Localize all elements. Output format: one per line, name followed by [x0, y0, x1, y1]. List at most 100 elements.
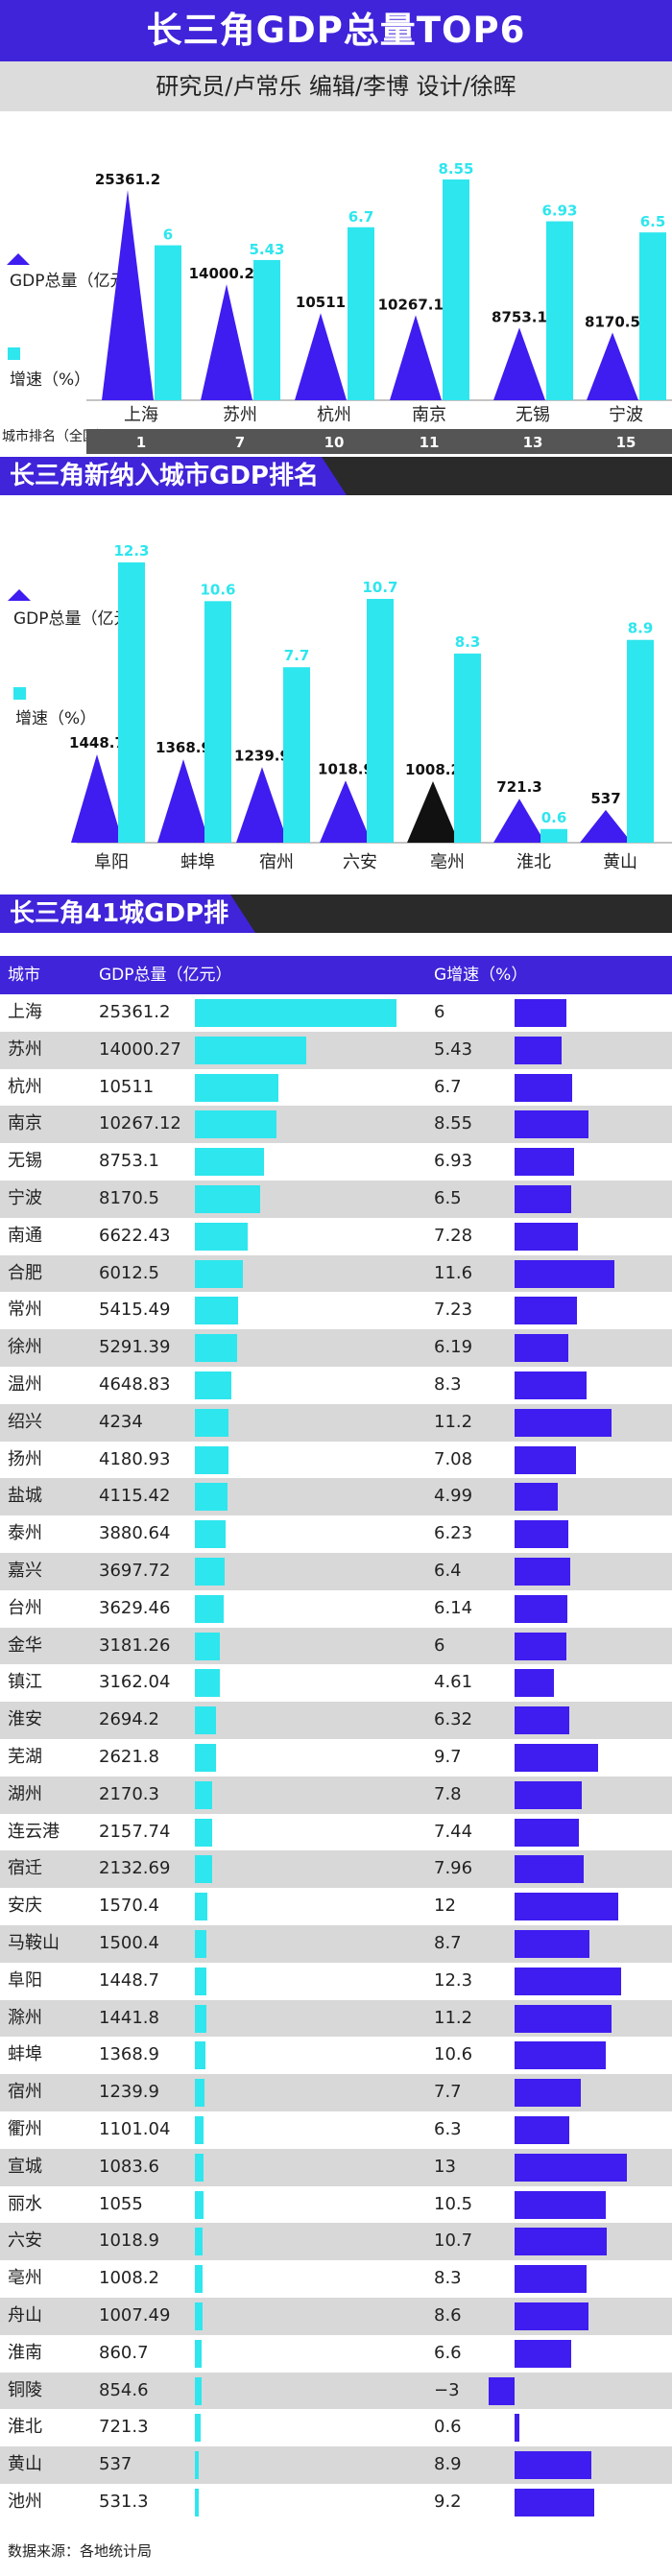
table-row: 常州 5415.49 7.23 [0, 1292, 672, 1330]
growth-cell: 12.3 [434, 1969, 473, 1991]
gdp-bar [195, 1073, 279, 1102]
gdp-data-label: 1008.2 [405, 761, 461, 778]
gdp-triangle [157, 759, 209, 843]
table-row: 南通 6622.43 7.28 [0, 1217, 672, 1255]
gdp-cell: 1441.8 [99, 2007, 159, 2028]
city-cell: 滁州 [8, 2007, 42, 2028]
table-row: 马鞍山 1500.4 8.7 [0, 1925, 672, 1963]
table-row: 铜陵 854.6 −3 [0, 2372, 672, 2410]
gdp-data-label: 25361.2 [95, 171, 160, 188]
category-label: 南京 [412, 405, 446, 425]
col-gdp-header: GDP总量（亿元） [99, 966, 232, 985]
gdp-data-label: 8170.5 [585, 313, 640, 330]
growth-data-label: 7.7 [284, 647, 310, 664]
category-label: 上海 [124, 405, 158, 425]
city-cell: 无锡 [8, 1151, 42, 1172]
city-cell: 上海 [8, 1002, 42, 1022]
gdp-cell: 2170.3 [99, 1783, 159, 1804]
gdp-cell: 6012.5 [99, 1262, 159, 1283]
growth-bar [639, 232, 666, 400]
growth-cell: 7.08 [434, 1448, 473, 1469]
gdp-bar [195, 1297, 238, 1325]
growth-bar [515, 1744, 599, 1772]
growth-cell: 6 [434, 1002, 445, 1022]
legend-growth-swatch-2 [13, 687, 26, 700]
new-cities-chart: GDP总量（亿元） 增速（%） 1448.7 12.3 阜阳 1368.9 10.6 蚌埠… [8, 542, 672, 872]
category-label: 无锡 [516, 405, 550, 425]
growth-bar [515, 1334, 568, 1363]
gdp-cell: 3697.72 [99, 1561, 171, 1581]
city-cell: 杭州 [8, 1076, 42, 1097]
growth-bar [515, 1445, 576, 1474]
growth-bar [515, 1110, 588, 1139]
growth-bar [283, 667, 310, 843]
growth-bar [118, 562, 145, 843]
table-row: 阜阳 1448.7 12.3 [0, 1962, 672, 2000]
growth-cell: 7.28 [434, 1225, 473, 1246]
city-cell: 蚌埠 [8, 2044, 42, 2065]
table-row: 衢州 1101.04 6.3 [0, 2111, 672, 2149]
growth-bar [515, 1706, 569, 1735]
section-2-title: 长三角新纳入城市GDP排名 [0, 457, 347, 495]
legend-gdp-label: GDP总量（亿元） [10, 272, 143, 291]
table-row: 淮北 721.3 0.6 [0, 2409, 672, 2447]
growth-bar [515, 2302, 589, 2330]
gdp-cell: 4234 [99, 1411, 143, 1432]
growth-bar [515, 2153, 627, 2182]
gdp-cell: 14000.27 [99, 1038, 181, 1060]
gdp-bar [195, 1483, 228, 1512]
city-cell: 宿迁 [8, 1858, 42, 1879]
gdp-cell: 531.3 [99, 2492, 149, 2512]
gdp-cell: 6622.43 [99, 1225, 171, 1246]
top6-chart: GDP总量（亿元） 增速（%） 城市排名（全国） 25361.2 6 上海 1 1400… [0, 160, 672, 454]
growth-bar [155, 245, 181, 400]
growth-cell: 6.32 [434, 1709, 473, 1730]
gdp-cell: 3629.46 [99, 1597, 171, 1618]
table-row: 芜湖 2621.8 9.7 [0, 1739, 672, 1777]
city-cell: 盐城 [8, 1486, 42, 1507]
gdp-data-label: 1448.7 [69, 734, 125, 751]
table-row: 黄山 537 8.9 [0, 2446, 672, 2484]
gdp-bar [195, 2079, 205, 2108]
table-row: 宁波 8170.5 6.5 [0, 1181, 672, 1218]
table-row: 安庆 1570.4 12 [0, 1888, 672, 1925]
growth-cell: 11.2 [434, 1411, 473, 1432]
city-cell: 宿州 [8, 2082, 42, 2103]
rank-label: 7 [235, 434, 245, 451]
growth-cell: 10.7 [434, 2230, 473, 2252]
table-row: 徐州 5291.39 6.19 [0, 1329, 672, 1367]
growth-data-label: 10.7 [362, 579, 397, 596]
gdp-bar [195, 1780, 212, 1809]
gdp-bar [195, 1371, 232, 1399]
growth-cell: 8.3 [434, 1374, 462, 1395]
growth-bar [515, 2265, 587, 2294]
gdp-triangle [407, 780, 459, 843]
table-row: 上海 25361.2 6 [0, 994, 672, 1032]
rank-label: 15 [616, 434, 636, 451]
gdp-bar [195, 2153, 204, 2182]
city-cell: 池州 [8, 2492, 42, 2512]
gdp-bar [195, 999, 396, 1027]
category-label: 杭州 [317, 405, 351, 425]
growth-cell: 7.96 [434, 1858, 473, 1879]
gdp-cell: 4115.42 [99, 1486, 171, 1507]
growth-cell: 8.6 [434, 2305, 462, 2326]
growth-bar [204, 601, 231, 843]
growth-cell: 9.7 [434, 1747, 462, 1767]
growth-data-label: 6.5 [640, 213, 666, 230]
gdp-triangle [587, 332, 638, 400]
city-cell: 徐州 [8, 1337, 42, 1358]
growth-cell: 4.99 [434, 1486, 473, 1507]
city-cell: 常州 [8, 1300, 42, 1321]
growth-cell: 10.5 [434, 2193, 473, 2214]
gdp-bar [195, 2228, 204, 2256]
gdp-data-label: 721.3 [496, 778, 541, 796]
legend-gdp-swatch-2 [8, 589, 31, 601]
gdp-data-label: 1239.9 [234, 747, 290, 764]
table-row: 合肥 6012.5 11.6 [0, 1254, 672, 1293]
gdp-bar [195, 2190, 204, 2219]
gdp-data-label: 8753.1 [492, 308, 547, 325]
page-title: 长三角GDP总量TOP6 [0, 0, 672, 61]
growth-bar [515, 1297, 578, 1325]
table-row: 宿迁 2132.69 7.96 [0, 1850, 672, 1889]
